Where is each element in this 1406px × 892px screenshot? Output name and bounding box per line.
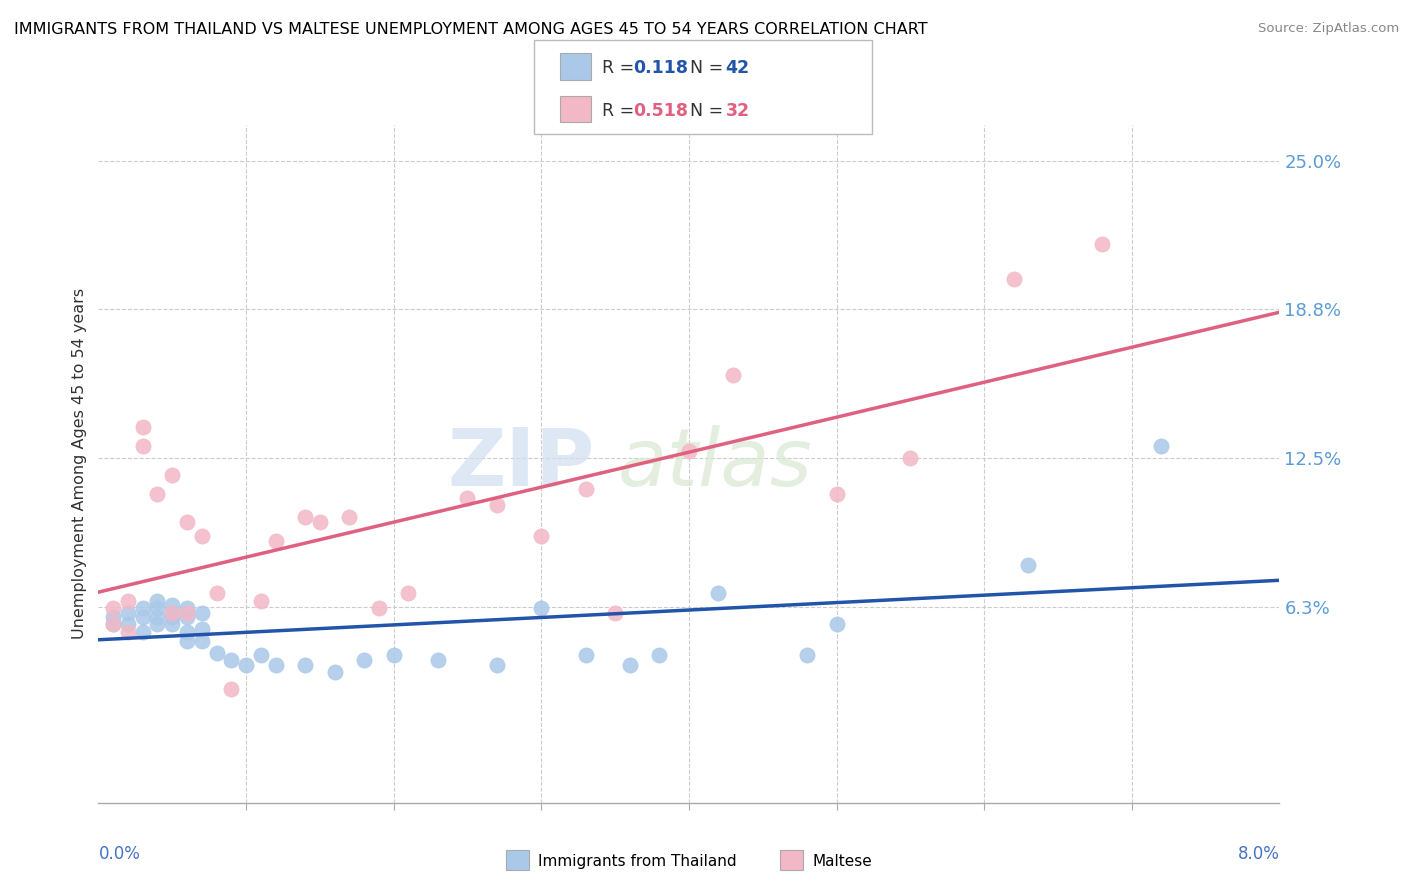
Point — [117, 624, 139, 639]
Text: 32: 32 — [725, 102, 749, 120]
Point — [191, 606, 214, 620]
Text: 0.118: 0.118 — [633, 60, 688, 78]
Point — [132, 610, 155, 624]
Point — [162, 606, 183, 620]
Point — [382, 648, 405, 663]
Point — [264, 534, 287, 549]
Point — [146, 486, 169, 500]
Point — [103, 600, 124, 615]
Text: R =: R = — [602, 60, 640, 78]
Point — [117, 617, 139, 632]
Point — [1150, 439, 1173, 453]
Point — [294, 510, 316, 524]
Point — [205, 646, 228, 660]
Text: Maltese: Maltese — [813, 854, 872, 869]
Point — [1091, 236, 1114, 251]
Point — [250, 648, 273, 663]
Point — [1017, 558, 1039, 572]
Point — [530, 600, 553, 615]
Text: 0.0%: 0.0% — [98, 845, 141, 863]
Point — [146, 593, 169, 607]
Point — [898, 450, 921, 465]
Point — [219, 653, 242, 667]
Point — [530, 529, 553, 543]
Point — [707, 586, 730, 600]
Point — [162, 467, 183, 482]
Point — [176, 634, 198, 648]
Text: Source: ZipAtlas.com: Source: ZipAtlas.com — [1258, 22, 1399, 36]
Point — [205, 586, 228, 600]
Point — [162, 606, 183, 620]
Point — [574, 482, 596, 496]
Text: N =: N = — [679, 102, 728, 120]
Point — [103, 617, 124, 632]
Point — [176, 515, 198, 529]
Point — [367, 600, 389, 615]
Point — [353, 653, 375, 667]
Point — [162, 599, 183, 613]
Text: atlas: atlas — [619, 425, 813, 503]
Text: R =: R = — [602, 102, 640, 120]
Point — [191, 634, 214, 648]
Point — [648, 648, 671, 663]
Point — [176, 600, 198, 615]
Y-axis label: Unemployment Among Ages 45 to 54 years: Unemployment Among Ages 45 to 54 years — [72, 288, 87, 640]
Point — [132, 624, 155, 639]
Point — [294, 657, 316, 672]
Text: N =: N = — [679, 60, 728, 78]
Point — [162, 610, 183, 624]
Point — [117, 606, 139, 620]
Point — [176, 610, 198, 624]
Point — [574, 648, 596, 663]
Point — [825, 486, 848, 500]
Point — [796, 648, 818, 663]
Text: 0.518: 0.518 — [633, 102, 688, 120]
Point — [721, 368, 744, 382]
Point — [485, 499, 508, 513]
Point — [1002, 272, 1025, 286]
Point — [103, 610, 124, 624]
Point — [146, 610, 169, 624]
Text: Immigrants from Thailand: Immigrants from Thailand — [538, 854, 737, 869]
Text: IMMIGRANTS FROM THAILAND VS MALTESE UNEMPLOYMENT AMONG AGES 45 TO 54 YEARS CORRE: IMMIGRANTS FROM THAILAND VS MALTESE UNEM… — [14, 22, 928, 37]
Point — [825, 617, 848, 632]
Point — [426, 653, 449, 667]
Point — [162, 617, 183, 632]
Point — [176, 624, 198, 639]
Point — [117, 593, 139, 607]
Point — [264, 657, 287, 672]
Point — [191, 622, 214, 636]
Point — [176, 606, 198, 620]
Point — [103, 617, 124, 632]
Point — [308, 515, 332, 529]
Text: ZIP: ZIP — [447, 425, 595, 503]
Point — [132, 600, 155, 615]
Point — [456, 491, 478, 506]
Point — [146, 600, 169, 615]
Point — [323, 665, 346, 679]
Text: 8.0%: 8.0% — [1237, 845, 1279, 863]
Point — [146, 617, 169, 632]
Point — [132, 420, 155, 434]
Point — [485, 657, 508, 672]
Point — [337, 510, 360, 524]
Point — [219, 681, 242, 696]
Point — [678, 443, 700, 458]
Point — [235, 657, 257, 672]
Point — [250, 593, 273, 607]
Text: 42: 42 — [725, 60, 749, 78]
Point — [605, 606, 627, 620]
Point — [191, 529, 214, 543]
Point — [619, 657, 641, 672]
Point — [132, 439, 155, 453]
Point — [396, 586, 419, 600]
